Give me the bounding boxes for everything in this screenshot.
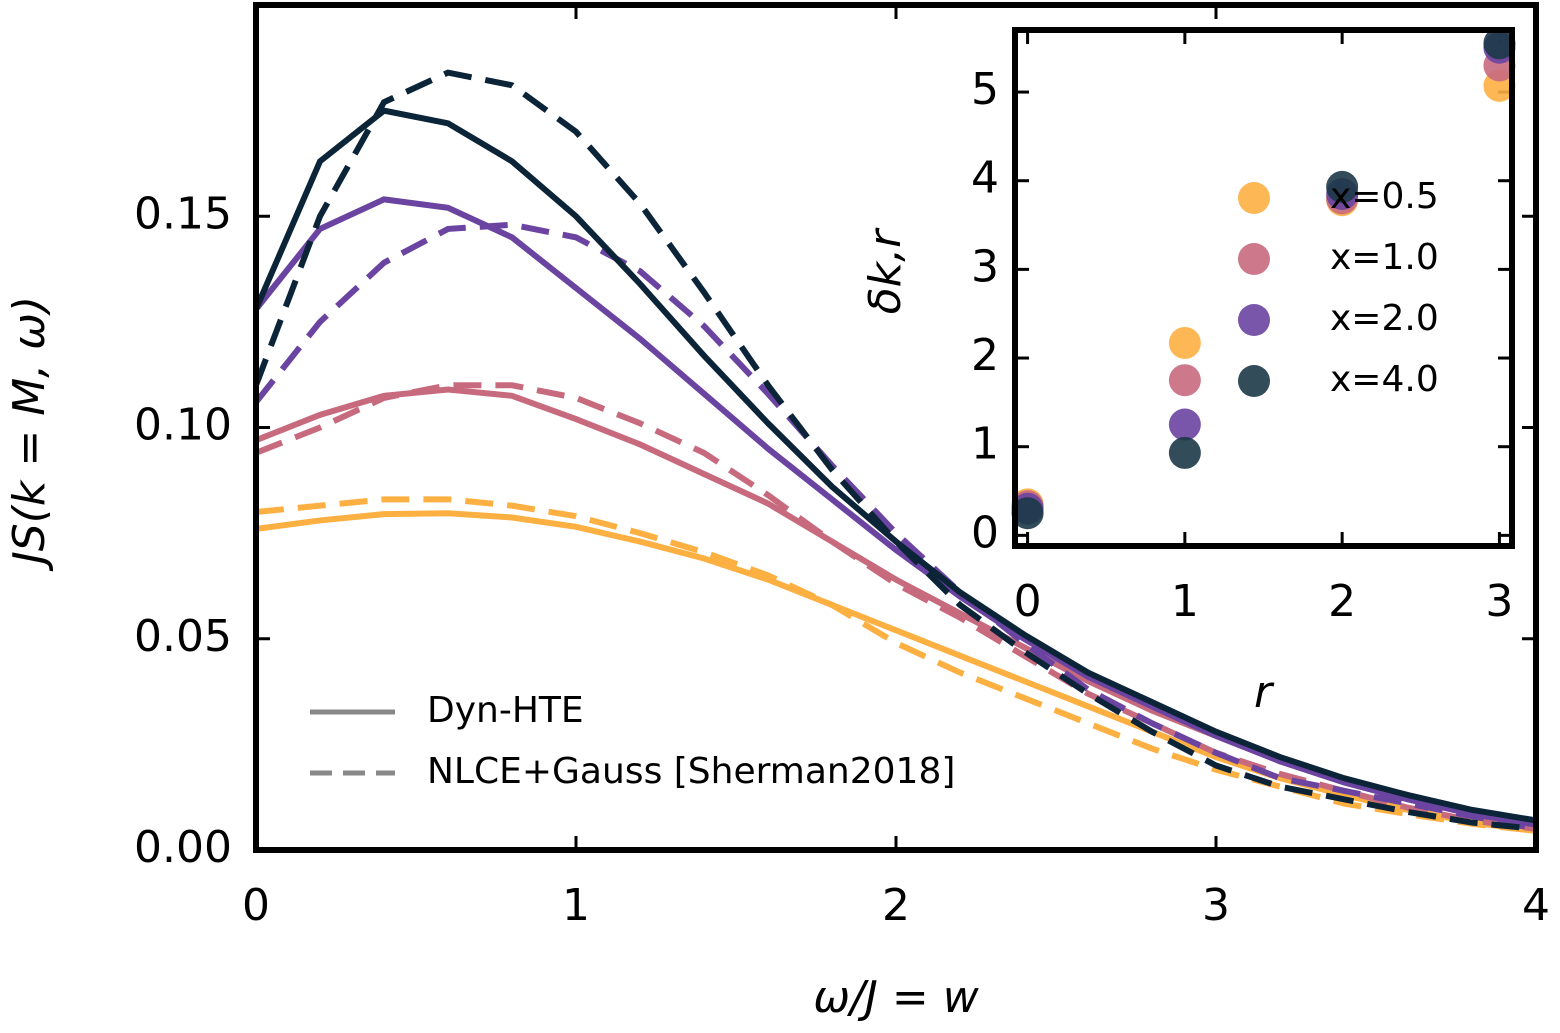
axes-frame <box>1012 27 1515 549</box>
legend-label: Dyn-HTE <box>427 690 584 731</box>
series-line <box>256 382 1536 832</box>
x-axis-label: ω/J = w <box>813 972 979 1023</box>
x-tick-label: 2 <box>1328 576 1356 627</box>
series-line <box>256 196 1536 828</box>
scatter-point <box>1483 27 1516 60</box>
x-tick-label: 4 <box>1522 880 1550 931</box>
y-tick-label: 0 <box>971 507 999 558</box>
scatter-point <box>1011 497 1044 530</box>
x-tick-label: 3 <box>1202 880 1230 931</box>
y-tick-label: 0.00 <box>134 822 232 873</box>
scatter-point <box>1168 364 1201 397</box>
y-axis-label: δk,r <box>860 227 911 314</box>
x-tick-label: 0 <box>242 880 270 931</box>
scatter-point <box>1168 326 1201 359</box>
legend-label: NLCE+Gauss [Sherman2018] <box>427 751 955 792</box>
y-tick-label: 0.15 <box>134 188 232 239</box>
scatter-point <box>1168 408 1201 441</box>
scatter-point <box>1168 436 1201 469</box>
legend-marker <box>1238 365 1270 397</box>
x-tick-label: 2 <box>882 880 910 931</box>
legend-label: x=2.0 <box>1330 298 1439 339</box>
y-tick-label: 0.05 <box>134 611 232 662</box>
legend-marker <box>1238 304 1270 336</box>
x-tick-label: 1 <box>1171 576 1199 627</box>
scatter-point <box>1326 170 1359 203</box>
series-line <box>256 510 1536 834</box>
legend-label: x=1.0 <box>1330 237 1439 278</box>
y-tick-label: 2 <box>971 330 999 381</box>
x-axis-label: r <box>1254 667 1275 718</box>
axes-frame <box>253 2 1539 853</box>
legend-marker <box>1238 243 1270 275</box>
series-line <box>256 107 1536 824</box>
x-tick-label: 1 <box>562 880 590 931</box>
x-tick-label: 0 <box>1014 576 1042 627</box>
x-tick-label: 3 <box>1485 576 1513 627</box>
y-tick-label: 3 <box>971 241 999 292</box>
series-line <box>256 496 1536 834</box>
y-tick-label: 5 <box>971 64 999 115</box>
inset-background <box>1015 30 1512 546</box>
legend-label: x=4.0 <box>1330 359 1439 400</box>
legend-label: x=0.5 <box>1330 176 1439 217</box>
y-tick-label: 1 <box>971 419 999 470</box>
y-tick-label: 0.10 <box>134 400 232 451</box>
series-line <box>256 69 1536 832</box>
y-tick-label: 4 <box>971 153 999 204</box>
y-axis-label: JS(k = M, ω) <box>4 296 55 572</box>
legend-marker <box>1238 182 1270 214</box>
